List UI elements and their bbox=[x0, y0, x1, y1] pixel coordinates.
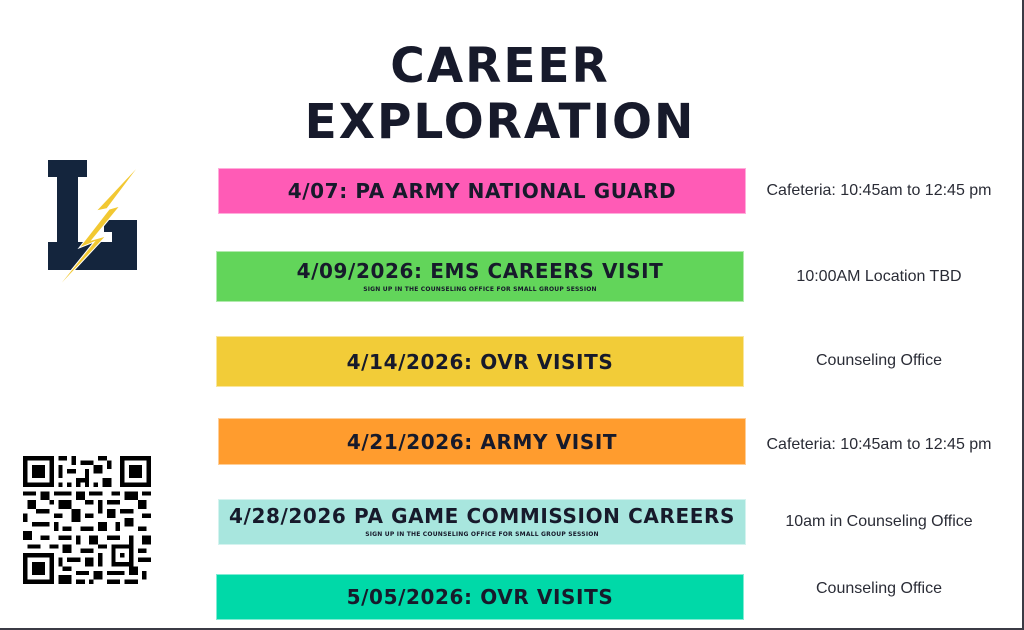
qr-code-icon[interactable] bbox=[23, 456, 151, 584]
event-info: Counseling Office bbox=[816, 352, 942, 369]
event-title: 4/09/2026: EMS CAREERS VISIT bbox=[296, 258, 664, 283]
event-title: 4/07: PA ARMY NATIONAL GUARD bbox=[287, 179, 677, 203]
event-info: Cafeteria: 10:45am to 12:45 pm bbox=[766, 436, 992, 453]
event-info: Counseling Office bbox=[816, 580, 942, 597]
school-logo-lightning-icon bbox=[48, 160, 143, 295]
event-info: Cafeteria: 10:45am to 12:45 pm bbox=[766, 182, 992, 199]
event-title: 4/28/2026 PA GAME COMMISSION CAREERS bbox=[229, 504, 735, 528]
event-bar-ems-careers: 4/09/2026: EMS CAREERS VISIT SIGN UP IN … bbox=[216, 251, 744, 302]
event-bar-army-national-guard: 4/07: PA ARMY NATIONAL GUARD bbox=[218, 168, 746, 214]
event-info: 10am in Counseling Office bbox=[785, 513, 973, 530]
event-bar-army-visit: 4/21/2026: ARMY VISIT bbox=[218, 418, 746, 465]
event-title: 5/05/2026: OVR VISITS bbox=[346, 585, 614, 609]
event-subtitle: SIGN UP IN THE COUNSELING OFFICE FOR SMA… bbox=[365, 531, 599, 538]
event-title: 4/21/2026: ARMY VISIT bbox=[346, 429, 618, 454]
event-info: 10:00AM Location TBD bbox=[796, 268, 962, 285]
page-title: CAREER EXPLORATION bbox=[304, 38, 696, 150]
event-bar-ovr-visits-1: 4/14/2026: OVR VISITS bbox=[216, 336, 744, 387]
event-title: 4/14/2026: OVR VISITS bbox=[346, 349, 614, 374]
event-bar-game-commission: 4/28/2026 PA GAME COMMISSION CAREERS SIG… bbox=[218, 499, 746, 545]
event-bar-ovr-visits-2: 5/05/2026: OVR VISITS bbox=[216, 574, 744, 620]
event-subtitle: SIGN UP IN THE COUNSELING OFFICE FOR SMA… bbox=[363, 285, 597, 293]
